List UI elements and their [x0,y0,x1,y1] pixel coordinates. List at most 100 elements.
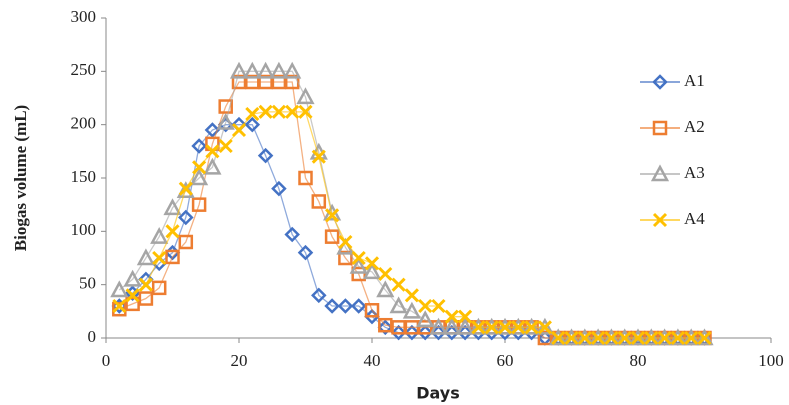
data-point [537,320,552,335]
data-point [136,248,155,266]
series-line [119,81,705,339]
data-point [298,104,313,119]
data-point [417,320,433,335]
data-point [338,234,353,250]
data-point [378,317,393,333]
data-point [511,320,526,335]
data-point [591,330,606,346]
data-point [416,310,435,328]
data-point [191,138,207,154]
data-point [245,106,260,122]
data-point [670,330,685,346]
data-point [684,330,699,346]
legend-marker [652,120,668,136]
data-point [191,197,207,212]
data-point [444,324,460,341]
data-point [123,269,142,287]
data-point [418,298,433,314]
data-point [338,250,353,266]
data-point [284,226,300,243]
legend-label: A3 [684,163,705,182]
x-tick-label: 80 [630,351,647,370]
data-point [644,330,659,346]
data-point [296,87,315,105]
data-point [165,249,180,265]
data-point [349,256,368,274]
legend-label: A1 [684,71,705,90]
x-tick-label: 20 [231,351,248,370]
data-point [112,301,127,317]
data-point [324,229,340,244]
data-point [431,298,446,314]
data-point [456,317,475,335]
legend-marker [652,74,668,90]
data-point [604,330,619,346]
data-point [351,250,366,266]
data-point [257,147,274,164]
data-point [110,280,129,298]
data-point [231,122,247,138]
x-axis-title: Days [416,384,460,403]
data-point [192,160,207,175]
data-point [564,330,579,346]
data-point [283,61,302,79]
data-point [391,277,406,292]
data-point [204,122,221,138]
data-point [577,330,592,346]
data-point [216,112,235,130]
data-point [404,288,419,303]
data-point [125,288,140,303]
data-point [457,324,473,341]
data-point [165,224,180,239]
data-point [311,149,326,164]
data-point [390,324,407,341]
y-tick-label: 300 [71,7,97,26]
data-point [231,74,247,90]
data-point [112,298,127,314]
data-point [430,324,447,341]
data-point [218,99,233,114]
legend-marker [650,164,670,182]
data-point [402,301,421,319]
x-tick-label: 0 [102,351,111,370]
data-point [298,170,313,186]
data-point [311,287,327,304]
data-point [243,61,262,79]
data-point [218,138,233,154]
data-point [471,320,486,335]
data-point [245,74,260,90]
x-tick-label: 60 [497,351,514,370]
data-point [376,280,395,298]
data-point [524,320,539,335]
data-point [630,330,646,346]
data-point [364,303,380,318]
y-tick-label: 150 [71,167,97,186]
data-point [271,104,286,119]
data-point [271,74,287,90]
data-point [311,194,327,209]
legend-label: A2 [684,117,705,136]
data-point [551,330,566,346]
data-point [297,244,314,261]
data-point [258,74,273,90]
data-point [364,256,380,271]
data-point [163,198,182,216]
data-point [362,262,382,280]
data-point [389,296,408,314]
series-line [118,70,705,339]
data-point [378,266,393,282]
data-point [138,277,153,292]
data-point [285,104,300,119]
x-tick-label: 40 [364,351,381,370]
data-point [178,209,194,226]
data-point [205,144,220,159]
data-point [229,61,249,79]
data-point [497,320,513,335]
data-point [351,266,366,282]
y-tick-label: 0 [88,327,97,346]
data-point [404,324,420,341]
data-point [458,309,473,324]
data-point [151,280,167,296]
